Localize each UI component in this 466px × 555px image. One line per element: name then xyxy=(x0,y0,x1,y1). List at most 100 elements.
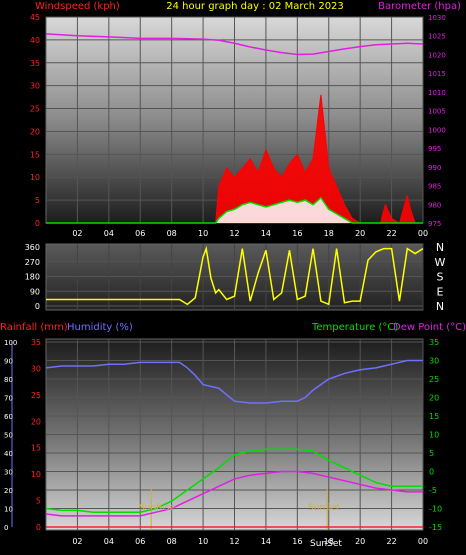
temperature-x-tick-label: 10 xyxy=(198,537,208,546)
temperature-plot-marks xyxy=(45,359,423,530)
temperature-tick-label: 25 xyxy=(429,375,439,384)
windspeed-tick-label: 25 xyxy=(30,105,40,114)
wind-x-tick-label: 18 xyxy=(324,229,334,238)
rainfall-axis-title: Rainfall (mm) xyxy=(0,322,68,333)
barometer-tick-label: 1005 xyxy=(428,108,446,116)
barometer-tick-label: 975 xyxy=(428,220,441,228)
compass-label: S xyxy=(437,271,444,284)
compass-label: W xyxy=(435,256,446,269)
barometer-tick-label: 985 xyxy=(428,183,441,191)
rainfall-tick-label: 20 xyxy=(31,417,41,426)
windspeed-tick-label: 40 xyxy=(30,36,40,45)
wind-direction-line xyxy=(46,245,424,306)
barometer-tick-label: 1025 xyxy=(428,33,446,41)
temperature-x-tick-label: 06 xyxy=(135,537,145,546)
chart-title: 24 hour graph day : 02 March 2023 xyxy=(166,1,344,12)
wind-x-tick-label: 00 xyxy=(418,229,428,238)
wind-plot-axes: 02 04 06 08 10 12 14 16 18 20 22 000510152025303540… xyxy=(30,13,446,238)
humidity-tick-label: 10 xyxy=(4,506,13,514)
barometer-tick-label: 1030 xyxy=(428,14,446,22)
wind-x-tick-label: 16 xyxy=(292,229,302,238)
humidity-tick-label: 70 xyxy=(4,395,13,403)
rainfall-tick-label: 25 xyxy=(31,391,41,400)
temperature-plot-axes: -15 -10 -5 0 5 10 15 20 25 30 35 02 04 06 08 10 12 14 16 18… xyxy=(4,338,442,546)
temperature-tick-label: -10 xyxy=(429,505,442,514)
temperature-x-tick-label: 08 xyxy=(167,537,177,546)
wind-x-tick-label: 22 xyxy=(386,229,396,238)
temperature-tick-label: 0 xyxy=(429,468,434,477)
direction-tick-label: 360 xyxy=(25,243,40,252)
temperature-x-tick-label: 20 xyxy=(355,537,365,546)
compass-label: N xyxy=(436,300,444,313)
wind-x-tick-label: 12 xyxy=(229,229,239,238)
humidity-tick-label: 90 xyxy=(4,358,13,366)
windspeed-line xyxy=(46,196,423,224)
humidity-tick-label: 60 xyxy=(4,413,13,421)
rainfall-tick-label: 35 xyxy=(31,338,41,347)
humidity-axis-title: Humidity (%) xyxy=(67,322,133,333)
windspeed-tick-label: 35 xyxy=(30,59,40,68)
sunset-label: SunSet xyxy=(308,503,340,513)
barometer-line xyxy=(45,33,424,56)
temperature-tick-label: -15 xyxy=(429,523,442,532)
humidity-tick-label: 40 xyxy=(4,450,13,458)
temperature-tick-label: 20 xyxy=(429,394,439,403)
barometer-axis-title: Barometer (hpa) xyxy=(378,1,461,12)
temperature-x-tick-label: 12 xyxy=(229,537,239,546)
windspeed-tick-label: 0 xyxy=(35,219,40,228)
windspeed-tick-label: 5 xyxy=(35,196,40,205)
wind-x-tick-label: 04 xyxy=(104,229,114,238)
dewpoint-line xyxy=(45,470,423,517)
wind-x-tick-label: 10 xyxy=(198,229,208,238)
rainfall-tick-label: 5 xyxy=(36,497,41,506)
barometer-tick-label: 980 xyxy=(428,201,441,209)
dewpoint-axis-title: Dew Point (°C) xyxy=(393,322,466,333)
humidity-tick-label: 20 xyxy=(4,487,13,495)
direction-plot-grid xyxy=(46,244,424,310)
barometer-tick-label: 995 xyxy=(428,145,441,153)
compass-label: N xyxy=(436,241,444,254)
humidity-line xyxy=(45,359,423,404)
humidity-tick-label: 50 xyxy=(4,432,13,440)
windspeed-tick-label: 30 xyxy=(30,82,40,91)
compass-label: E xyxy=(437,285,444,298)
humidity-tick-label: 100 xyxy=(4,339,17,347)
humidity-tick-label: 30 xyxy=(4,469,13,477)
humidity-tick-label: 80 xyxy=(4,376,13,384)
wind-x-tick-label: 08 xyxy=(167,229,177,238)
temperature-x-tick-label: 02 xyxy=(72,537,82,546)
wind-x-tick-label: 06 xyxy=(135,229,145,238)
temperature-tick-label: 30 xyxy=(429,357,439,366)
windspeed-area xyxy=(46,197,423,223)
direction-plot-marks xyxy=(46,245,424,306)
temperature-axis-title: Temperature (°C) xyxy=(311,322,398,333)
temperature-x-tick-label: 22 xyxy=(386,537,396,546)
direction-tick-label: 270 xyxy=(25,258,40,267)
barometer-tick-label: 1020 xyxy=(428,51,446,59)
windspeed-tick-label: 45 xyxy=(30,13,40,22)
wind-x-tick-label: 02 xyxy=(72,229,82,238)
windspeed-tick-label: 20 xyxy=(30,127,40,136)
humidity-tick-label: 0 xyxy=(4,524,8,532)
wind-x-tick-label: 20 xyxy=(355,229,365,238)
sunset-bottom-label: SunSet xyxy=(310,539,342,549)
temperature-tick-label: 15 xyxy=(429,412,439,421)
rainfall-tick-label: 15 xyxy=(31,444,41,453)
gust-area xyxy=(46,94,423,224)
temperature-x-tick-label: 04 xyxy=(104,537,114,546)
direction-tick-label: 0 xyxy=(35,302,40,311)
rainfall-tick-label: 10 xyxy=(31,470,41,479)
temperature-tick-label: 10 xyxy=(429,431,439,440)
barometer-tick-label: 1010 xyxy=(428,89,446,97)
direction-tick-label: 180 xyxy=(25,273,40,282)
temperature-tick-label: 35 xyxy=(429,338,439,347)
wind-plot-marks xyxy=(45,33,424,224)
barometer-tick-label: 990 xyxy=(428,164,441,172)
windspeed-axis-title: Windspeed (kph) xyxy=(35,1,120,12)
temperature-tick-label: 5 xyxy=(429,449,434,458)
sunrise-label: SunRise xyxy=(139,503,176,513)
rainfall-tick-label: 30 xyxy=(31,364,41,373)
barometer-tick-label: 1015 xyxy=(428,70,446,78)
